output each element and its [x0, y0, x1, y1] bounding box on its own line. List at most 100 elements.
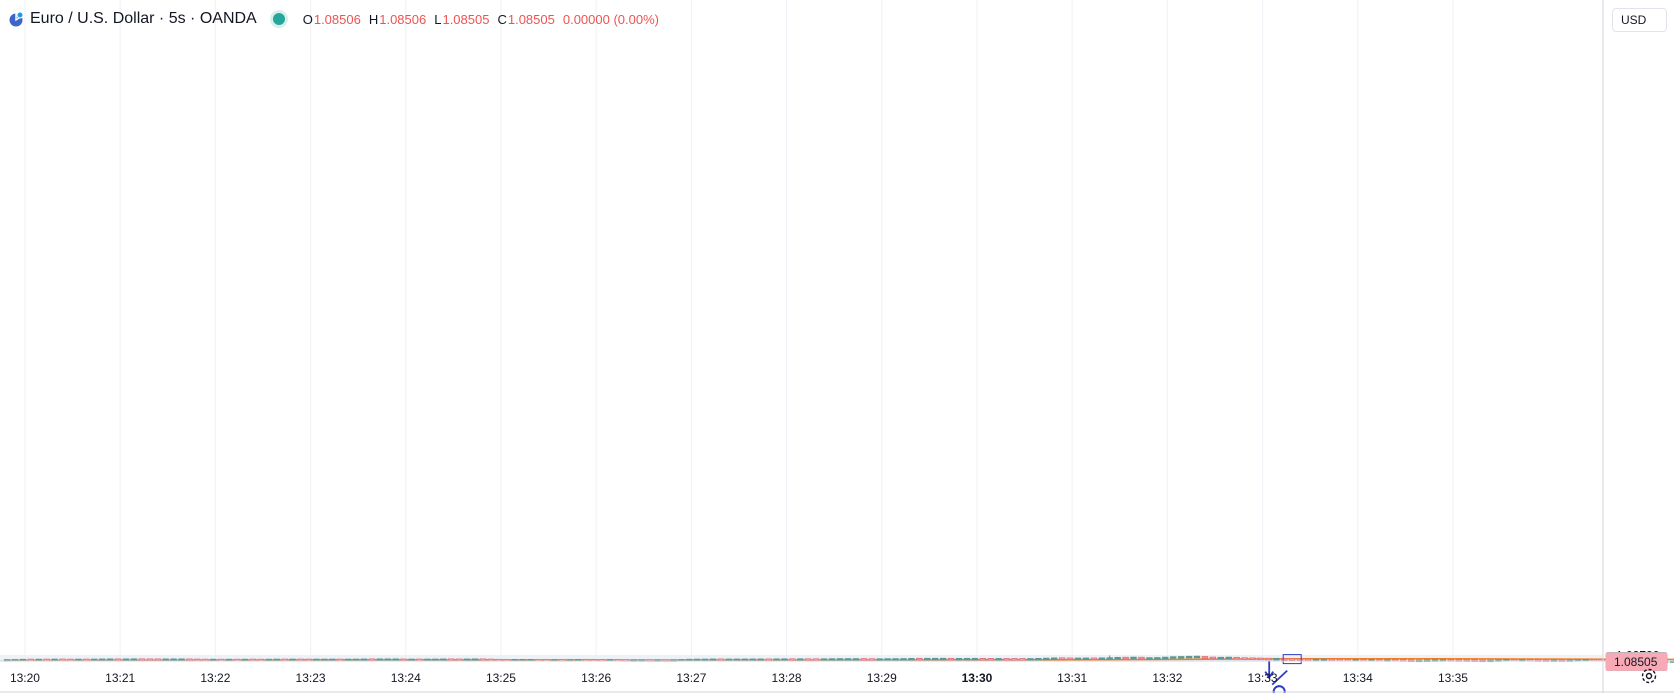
candle[interactable] — [1257, 657, 1264, 661]
candle[interactable] — [91, 658, 98, 662]
candle[interactable] — [1106, 655, 1113, 660]
candle[interactable] — [701, 658, 709, 662]
candle[interactable] — [376, 658, 384, 661]
candle[interactable] — [154, 658, 161, 661]
candle[interactable] — [717, 658, 725, 661]
candle[interactable] — [1003, 658, 1010, 661]
candle[interactable] — [1043, 657, 1050, 661]
candle[interactable] — [1281, 658, 1288, 661]
candle[interactable] — [1225, 656, 1232, 660]
candle[interactable] — [1011, 658, 1018, 661]
candle[interactable] — [860, 658, 867, 661]
candle[interactable] — [392, 658, 399, 661]
candle[interactable] — [1130, 656, 1137, 660]
candle[interactable] — [1320, 658, 1328, 662]
candle[interactable] — [408, 658, 415, 662]
candle[interactable] — [1177, 656, 1185, 659]
candle[interactable] — [797, 658, 804, 661]
candle[interactable] — [932, 657, 939, 661]
candle[interactable] — [479, 658, 487, 661]
candle[interactable] — [432, 658, 439, 662]
settings-gear-icon[interactable] — [1640, 667, 1658, 685]
candle[interactable] — [900, 658, 907, 661]
candle[interactable] — [448, 658, 455, 661]
symbol-logo-icon[interactable] — [8, 11, 24, 27]
candle[interactable] — [1265, 657, 1272, 661]
candle[interactable] — [1185, 655, 1193, 659]
candle[interactable] — [416, 658, 423, 662]
candle[interactable] — [884, 658, 891, 661]
candle[interactable] — [947, 657, 955, 661]
candle[interactable] — [916, 657, 923, 661]
candle[interactable] — [1066, 657, 1074, 660]
candle[interactable] — [805, 658, 812, 661]
currency-button[interactable]: USD — [1612, 8, 1667, 32]
candle[interactable] — [162, 658, 169, 661]
candle[interactable] — [1074, 657, 1082, 661]
candle[interactable] — [709, 658, 717, 661]
candle[interactable] — [852, 658, 860, 661]
candle[interactable] — [289, 658, 296, 662]
candle[interactable] — [122, 658, 130, 661]
candle[interactable] — [1058, 657, 1066, 660]
candle[interactable] — [1154, 657, 1161, 660]
candle[interactable] — [1027, 658, 1034, 661]
candle[interactable] — [1162, 656, 1169, 660]
candle[interactable] — [106, 658, 114, 661]
candle[interactable] — [963, 657, 971, 661]
candle[interactable] — [955, 657, 963, 661]
candle[interactable] — [828, 658, 836, 661]
candle[interactable] — [186, 658, 193, 661]
candle[interactable] — [360, 658, 368, 661]
candle[interactable] — [995, 658, 1002, 661]
candle[interactable] — [773, 658, 780, 661]
candle[interactable] — [305, 658, 312, 662]
candle[interactable] — [1090, 657, 1098, 661]
candle[interactable] — [75, 658, 82, 662]
candle[interactable] — [329, 658, 336, 662]
candle[interactable] — [876, 658, 883, 661]
candle[interactable] — [820, 658, 828, 661]
candle[interactable] — [1304, 658, 1312, 662]
candle[interactable] — [1019, 658, 1026, 661]
candle[interactable] — [313, 658, 320, 662]
candle[interactable] — [83, 658, 90, 662]
candle[interactable] — [114, 658, 122, 661]
candle[interactable] — [400, 658, 407, 662]
candle[interactable] — [781, 658, 788, 661]
candle[interactable] — [757, 658, 764, 661]
candle[interactable] — [138, 658, 146, 661]
candle[interactable] — [424, 658, 431, 662]
candle[interactable] — [1241, 657, 1248, 660]
candle[interactable] — [765, 658, 772, 661]
market-status-icon[interactable] — [272, 13, 285, 25]
symbol-title[interactable]: Euro / U.S. Dollar · 5s · OANDA — [30, 10, 257, 27]
candle[interactable] — [741, 658, 748, 661]
candle[interactable] — [130, 658, 138, 661]
candle[interactable] — [789, 658, 796, 661]
candle[interactable] — [1273, 657, 1280, 661]
candle[interactable] — [892, 658, 899, 661]
candle[interactable] — [471, 658, 479, 661]
candle[interactable] — [368, 658, 376, 661]
candle[interactable] — [440, 658, 447, 661]
candle[interactable] — [463, 658, 471, 661]
candle[interactable] — [336, 658, 344, 662]
candle[interactable] — [1217, 656, 1224, 660]
candle[interactable] — [1122, 656, 1129, 660]
candle[interactable] — [1098, 657, 1105, 660]
candle[interactable] — [99, 658, 106, 661]
candle[interactable] — [1233, 656, 1240, 660]
candle[interactable] — [1209, 656, 1217, 660]
candle[interactable] — [836, 658, 844, 661]
candle[interactable] — [1289, 658, 1296, 661]
candle[interactable] — [146, 658, 153, 661]
candle[interactable] — [1035, 657, 1042, 661]
candle[interactable] — [43, 658, 50, 662]
candle[interactable] — [455, 658, 463, 662]
candle[interactable] — [733, 658, 741, 662]
candle[interactable] — [749, 658, 756, 661]
candle[interactable] — [1051, 657, 1058, 660]
